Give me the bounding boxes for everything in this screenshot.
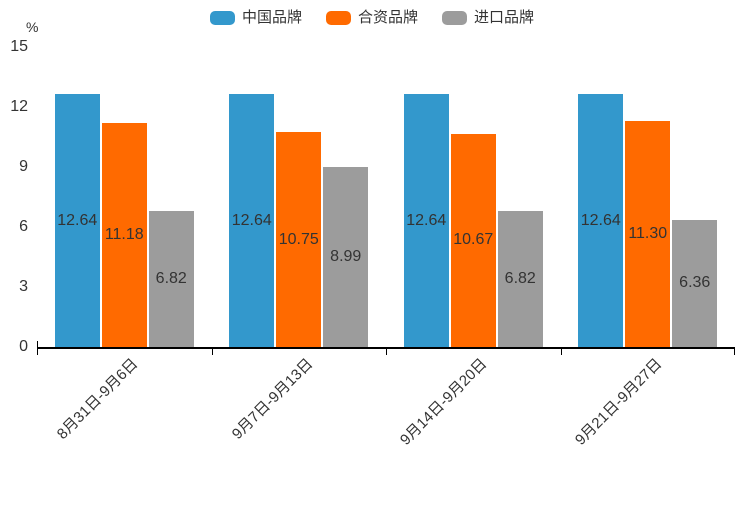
bar-value-label: 10.67: [453, 231, 494, 249]
legend-label: 进口品牌: [474, 9, 535, 26]
legend-swatch-import-brand: [442, 10, 467, 25]
y-axis-tick-label: 3: [19, 278, 28, 295]
y-axis-labels: 0 3 6 9 12 15: [10, 39, 735, 355]
bar-value-label: 6.36: [679, 274, 711, 292]
y-axis-tick-label: 0: [19, 338, 28, 355]
bar-group: 12.64 11.18 6.82: [37, 47, 212, 347]
bar-group: 12.64 11.30 6.36: [561, 47, 736, 347]
bar-value-label: 6.82: [504, 269, 536, 287]
bar-value-label: 10.75: [278, 230, 319, 248]
legend-swatch-china-brand: [209, 10, 235, 25]
bar-china-brand[interactable]: 12.64: [54, 94, 100, 347]
bar-import-brand[interactable]: 6.36: [672, 219, 718, 347]
bar-joint-venture-brand[interactable]: 11.18: [101, 123, 147, 347]
bar-value-label: 12.64: [580, 211, 621, 229]
bar-value-label: 12.64: [231, 211, 272, 229]
bar-joint-venture-brand[interactable]: 10.67: [450, 133, 496, 347]
bar-value-label: 6.82: [155, 269, 187, 287]
x-axis-label: 9月14日-9月20日: [397, 355, 491, 449]
bar-value-label: 12.64: [406, 211, 447, 229]
x-axis-label: 9月7日-9月13日: [228, 355, 317, 443]
legend-item-china-brand[interactable]: 中国品牌: [209, 9, 302, 26]
legend-item-joint-venture-brand[interactable]: 合资品牌: [325, 9, 418, 26]
bar-joint-venture-brand[interactable]: 10.75: [276, 132, 322, 347]
bar-import-brand[interactable]: 6.82: [497, 210, 543, 347]
y-axis-tick-label: 15: [10, 38, 28, 55]
bar-groups: 12.64 11.18 6.82 12.64 10.75 8.99 12.64 10.67 6.…: [37, 47, 735, 347]
y-axis-unit-label: %: [26, 19, 39, 35]
bar-value-label: 12.64: [57, 211, 98, 229]
legend-label: 合资品牌: [357, 9, 418, 26]
x-axis-labels: 8月31日-9月6日 9月7日-9月13日 9月14日-9月20日 9月21日-9月2…: [37, 347, 735, 487]
bar-group: 12.64 10.75 8.99: [212, 47, 387, 347]
bar-import-brand[interactable]: 6.82: [148, 210, 194, 347]
bar-value-label: 11.30: [628, 225, 668, 242]
legend: 中国品牌 合资品牌 进口品牌: [0, 10, 744, 25]
bar-group: 12.64 10.67 6.82: [386, 47, 561, 347]
legend-swatch-joint-venture-brand: [325, 10, 351, 25]
y-axis-tick-label: 6: [19, 218, 28, 235]
bar-import-brand[interactable]: 8.99: [323, 167, 369, 347]
bar-value-label: 8.99: [330, 248, 362, 266]
bar-china-brand[interactable]: 12.64: [403, 94, 449, 347]
bar-china-brand[interactable]: 12.64: [229, 94, 275, 347]
legend-label: 中国品牌: [241, 9, 302, 26]
bar-joint-venture-brand[interactable]: 11.30: [625, 121, 671, 347]
bar-value-label: 11.18: [104, 226, 144, 244]
x-axis-label: 8月31日-9月6日: [54, 355, 142, 443]
legend-item-import-brand[interactable]: 进口品牌: [442, 10, 534, 25]
y-axis-tick-label: 12: [10, 98, 28, 115]
y-axis-tick-label: 9: [19, 158, 28, 175]
bar-china-brand[interactable]: 12.64: [578, 94, 624, 347]
weekly-brand-share-bar-chart: 中国品牌 合资品牌 进口品牌 % 0 3 6 9 12 15 12.64 11.18 6.82 12…: [0, 10, 744, 449]
plot-area: 0 3 6 9 12 15 12.64 11.18 6.82 12.64 10.75 8.99 12.…: [10, 39, 735, 449]
x-axis-label: 9月21日-9月27日: [571, 355, 666, 449]
